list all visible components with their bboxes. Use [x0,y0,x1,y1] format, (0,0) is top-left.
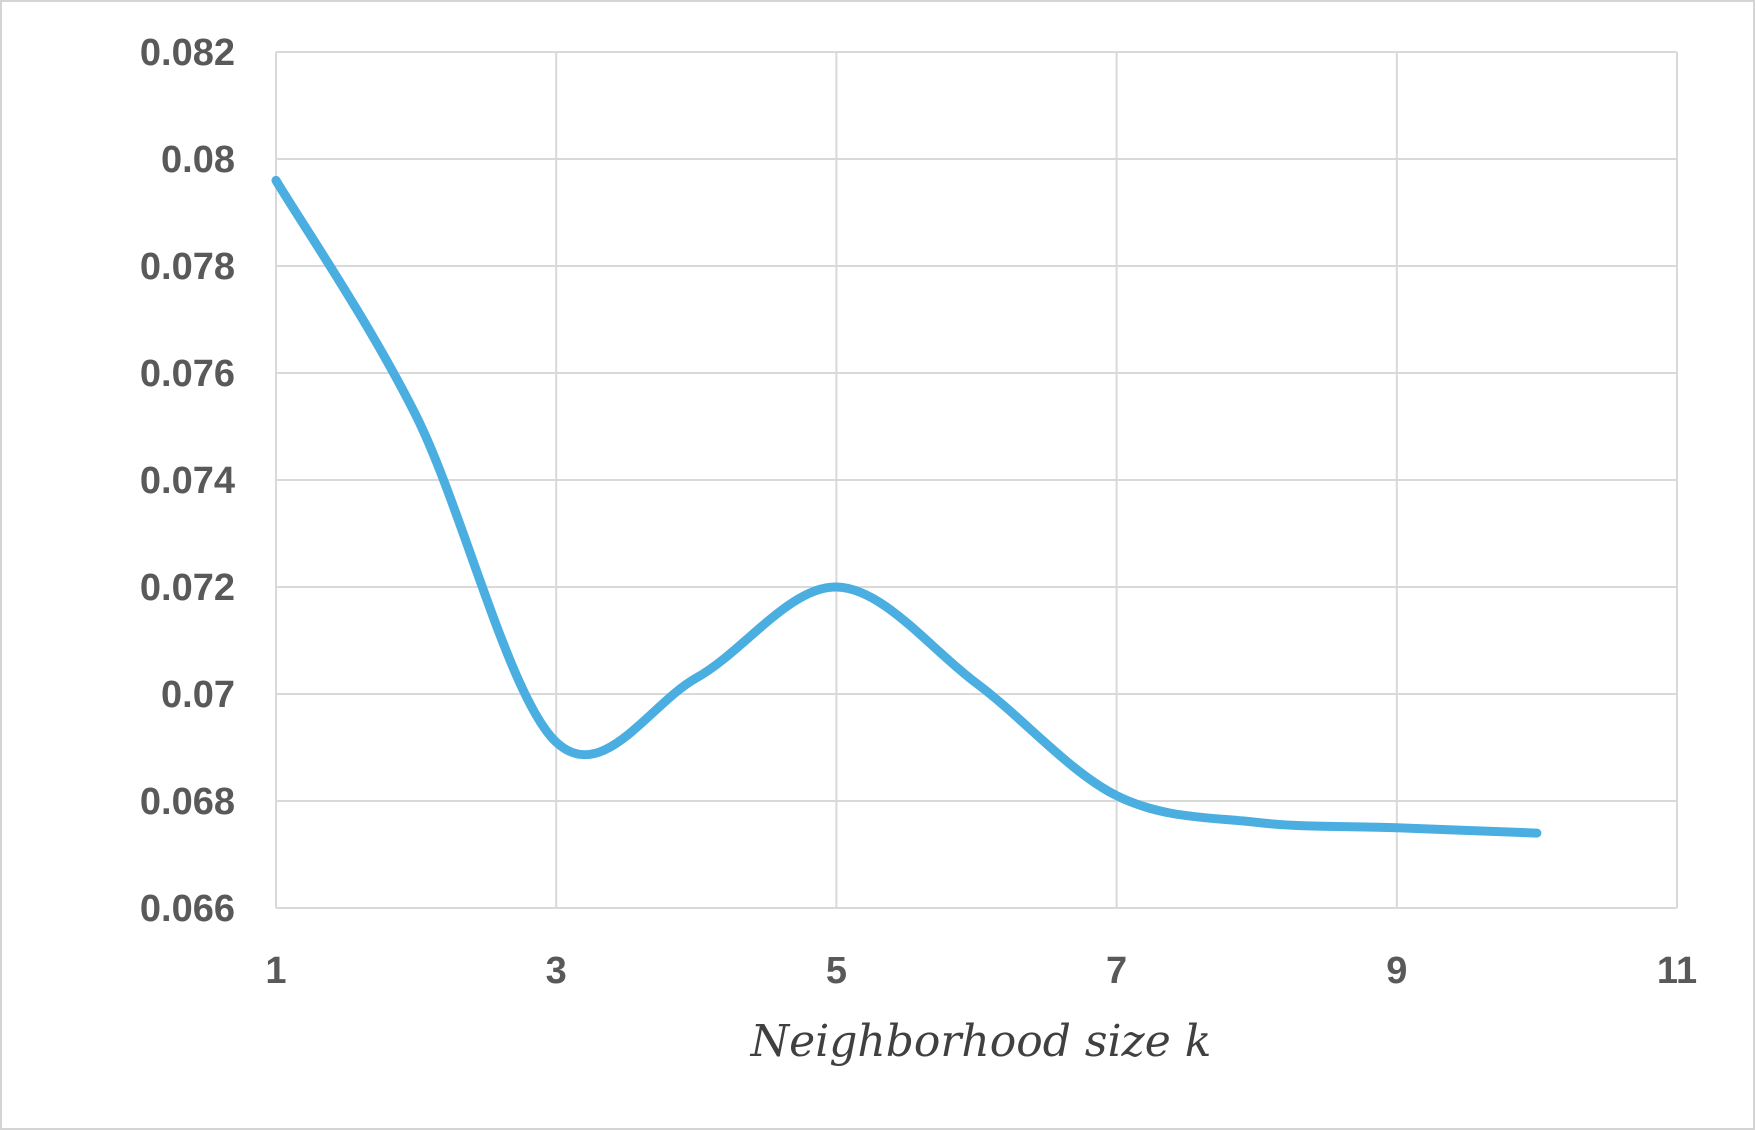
y-tick-label: 0.07 [161,674,235,716]
x-axis-title: Neighborhood size k [750,1016,1212,1067]
x-tick-label: 5 [826,950,847,992]
y-tick-label: 0.076 [140,353,235,395]
y-tick-label: 0.072 [140,567,235,609]
x-tick-label: 9 [1386,950,1407,992]
y-tick-label: 0.08 [161,139,235,181]
series-line-0 [271,175,1542,838]
x-tick-label: 11 [1657,950,1697,992]
series-group [271,175,1542,838]
x-tick-label: 7 [1106,950,1127,992]
y-tick-label: 0.082 [140,32,235,74]
x-axis-tick-labels: 1 3 5 7 9 11 [265,950,1697,992]
x-tick-label: 3 [546,950,567,992]
y-tick-label: 0.068 [140,781,235,823]
y-tick-label: 0.074 [140,460,235,502]
y-tick-label: 0.078 [140,246,235,288]
y-tick-label: 0.066 [140,888,235,930]
gridlines [275,51,1678,909]
x-tick-label: 1 [265,950,286,992]
y-axis-tick-labels: 0.066 0.068 0.07 0.072 0.074 0.076 0.078 0.08 0.… [140,32,235,930]
